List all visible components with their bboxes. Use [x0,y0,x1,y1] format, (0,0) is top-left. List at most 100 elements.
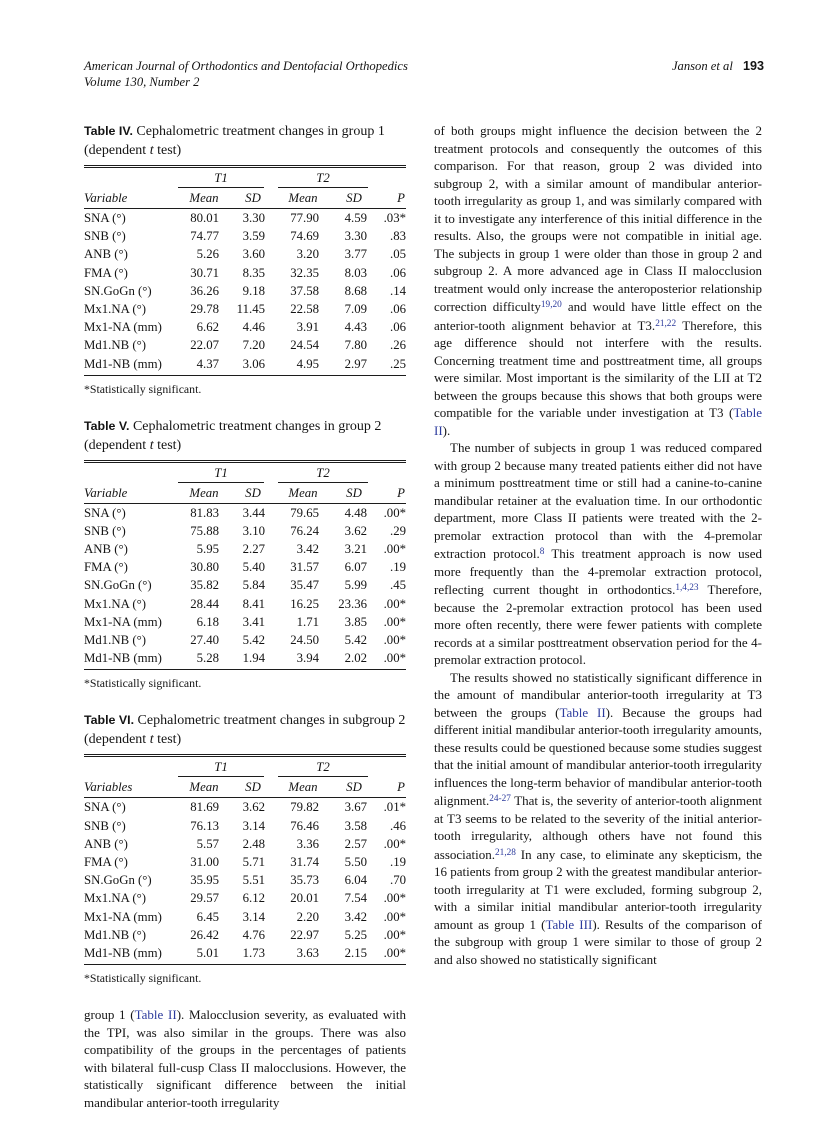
table-cell: 3.42 [296,542,319,557]
table-cell: 3.60 [242,247,265,262]
table-cell: 3.42 [344,909,367,924]
table-cell: FMA (°) [84,560,128,575]
table-cell: .25 [390,356,406,371]
table-cell: 30.71 [190,265,219,280]
table-ref-link[interactable]: Table II [559,704,606,720]
table-caption: Table IV. Cephalometric treatment change… [84,122,406,160]
table-cell: 4.59 [344,211,367,225]
table-ref-link[interactable]: Table II [134,1007,177,1023]
text-segment: ). Malocclusion severity, as evaluated w… [84,1007,406,1110]
table-cell: SNA (°) [84,800,126,815]
text-segment: of both groups might influence the decis… [434,123,762,314]
table-cell: 74.69 [290,229,319,244]
table-cell: 3.14 [242,909,265,924]
table-cell: SNA (°) [84,505,126,520]
table-cell: Md1-NB (mm) [84,945,162,960]
column-header: Mean [189,485,219,500]
table-cell: 81.69 [190,800,219,815]
table-cell: 2.57 [344,836,367,851]
table-cell: 22.58 [290,301,319,316]
table-spanner-row: T1 T2 [84,757,406,778]
table-cell: 3.63 [296,945,319,960]
table-cell: .05 [390,247,406,262]
table-footnote: *Statistically significant. [84,676,202,691]
table-cell: 35.95 [190,873,219,888]
table-cell: Md1.NB (°) [84,633,146,647]
table-cell: 3.30 [344,229,367,244]
spanner-spacer [84,168,176,188]
citation-superscript[interactable]: 21,28 [495,847,516,858]
table-cell: 35.47 [290,578,319,593]
table-cell: 2.97 [344,356,367,371]
table-cell: 31.57 [290,560,319,575]
table-cell: 1.73 [242,945,265,960]
body-paragraph: group 1 (Table II). Malocclusion severit… [84,1006,406,1111]
citation-superscript[interactable]: 19,20 [540,300,562,310]
text-segment: Cephalometric treatment changes in group… [84,418,382,453]
text-segment: Cephalometric treatment changes in subgr… [84,713,406,748]
table-cell: 6.07 [344,560,367,575]
text-segment: t [149,732,154,748]
table-cell: .00* [383,596,406,611]
table-cell: ANB (°) [84,247,128,262]
table-cell: 7.09 [344,301,367,316]
citation-superscript[interactable]: 21,22 [655,318,677,329]
table-ref-link[interactable]: Table III [545,916,593,932]
table-caption-label: Table IV. [84,124,133,138]
table-cell: 28.44 [190,596,219,611]
table-row: ANB (°) 5.26 3.60 3.20 3.77 .05 [84,245,406,263]
table-header-row: Variables Mean SD Mean SD P [84,777,406,797]
table-cell: .00* [383,891,406,906]
table-cell: .19 [390,560,406,575]
column-header: Variables [84,780,133,795]
table-v: Table V. Cephalometric treatment changes… [84,417,406,692]
table-row: SNA (°) 81.83 3.44 79.65 4.48 .00* [84,504,406,522]
table-cell: .00* [383,505,406,520]
table-row: FMA (°) 30.80 5.40 31.57 6.07 .19 [84,558,406,576]
table-row: SN.GoGn (°) 36.26 9.18 37.58 8.68 .14 [84,282,406,300]
text-segment: and would have little effect on the ante… [434,299,762,333]
table-cell: 2.20 [296,909,319,924]
table-row: SN.GoGn (°) 35.95 5.51 35.73 6.04 .70 [84,871,406,889]
text-segment: In any case, to eliminate any skepticism… [434,846,762,932]
citation-superscript[interactable]: 1,4,23 [675,583,699,593]
table-cell: .83 [390,229,406,244]
table-cell: 32.35 [290,265,319,280]
table-cell: 9.18 [242,283,265,298]
table-cell: .14 [390,283,406,298]
table-cell: 2.27 [242,542,265,557]
table-cell: SN.GoGn (°) [84,283,152,298]
table-cell: 4.76 [242,927,265,942]
table-cell: 3.62 [344,523,367,538]
table-cell: 76.24 [290,523,319,538]
table-cell: .00* [383,614,406,629]
citation-superscript[interactable]: 8 [539,547,545,557]
table-cell: Mx1.NA (°) [84,891,146,906]
table-ref-link[interactable]: Table II [434,405,762,438]
table-cell: .06 [390,320,406,335]
table-cell: 27.40 [190,633,219,647]
table-cell: Md1.NB (°) [84,927,146,942]
table-cell: 6.04 [344,873,367,888]
citation-superscript[interactable]: 24-27 [489,794,511,804]
table-header-row: Variable Mean SD Mean SD P [84,483,406,503]
text-segment: Therefore, this age difference should no… [434,317,762,421]
table-cell: 6.18 [196,614,219,629]
table-cell: 11.45 [236,301,265,316]
table-cell: 80.01 [190,211,219,225]
column-header: Variable [84,191,128,205]
table-row: Md1-NB (mm) 4.37 3.06 4.95 2.97 .25 [84,355,406,373]
table-iv: Table IV. Cephalometric treatment change… [84,122,406,397]
table-cell: .26 [390,338,406,353]
table-row: Mx1-NA (mm) 6.62 4.46 3.91 4.43 .06 [84,318,406,336]
table-cell: 1.94 [242,651,265,666]
table-cell: 5.84 [242,578,265,593]
table-cell: 31.00 [190,854,219,869]
text-segment: ). [442,422,451,438]
table-cell: 8.68 [344,283,367,298]
column-header: P [397,780,405,795]
table-cell: 76.13 [190,818,219,833]
table-footnote: *Statistically significant. [84,381,202,396]
table-cell: 5.51 [242,873,265,888]
table-cell: 5.57 [196,836,219,851]
